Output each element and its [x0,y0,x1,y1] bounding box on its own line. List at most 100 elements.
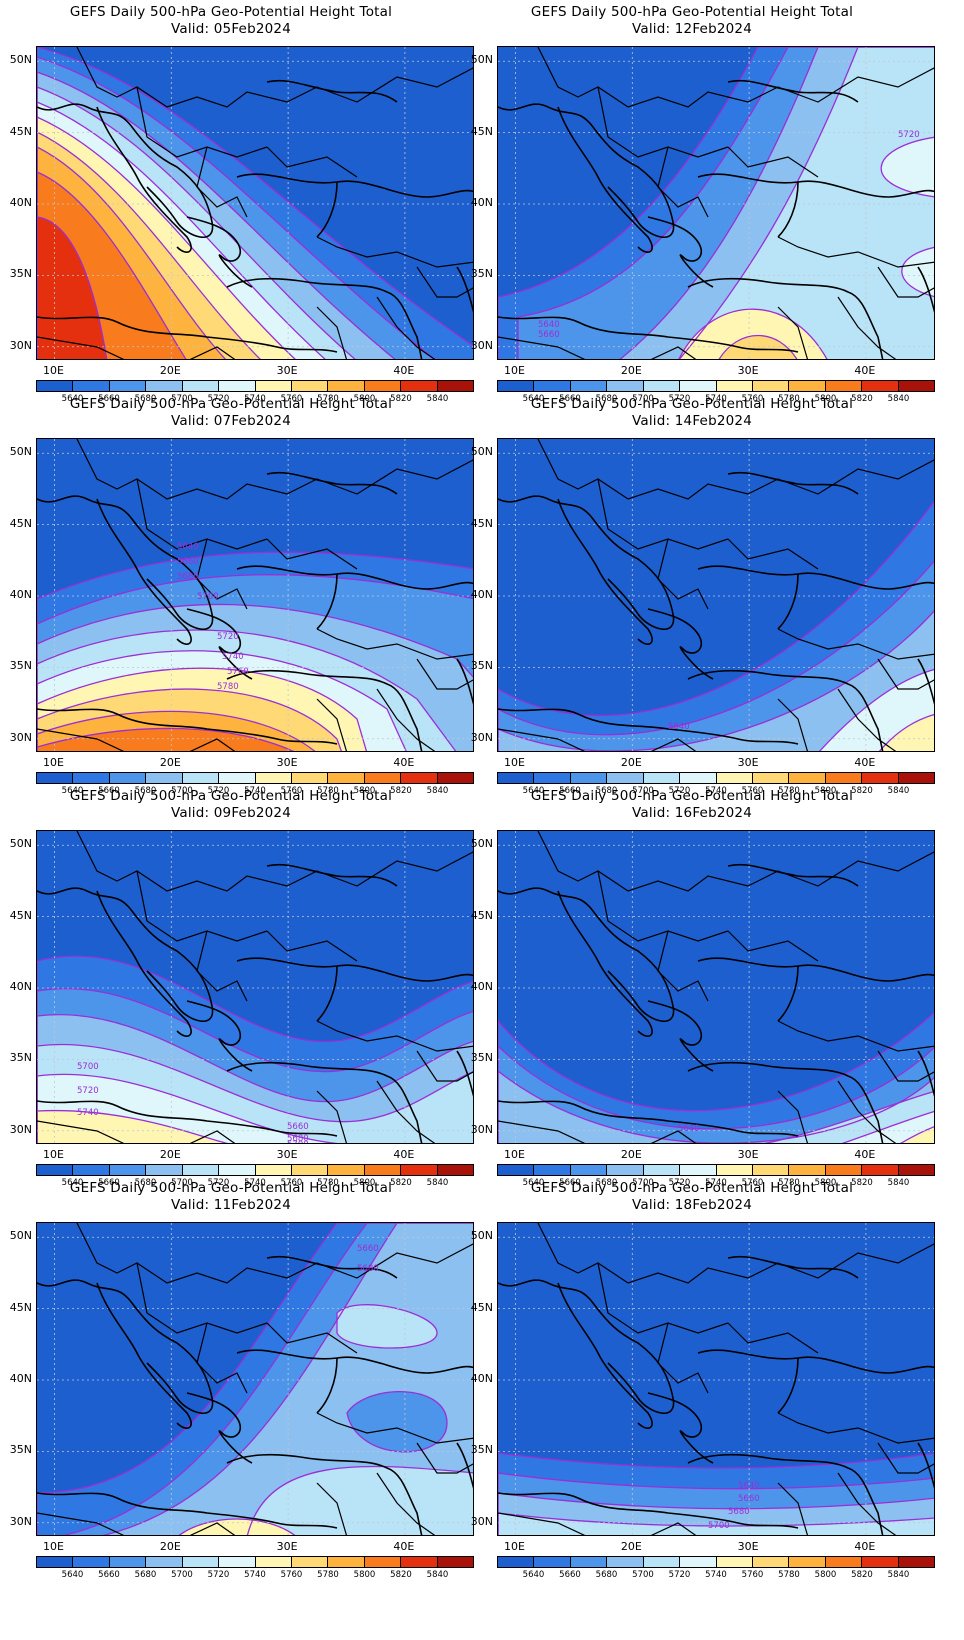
coastline [917,266,934,313]
country-border [376,296,436,359]
contour-line [246,1304,473,1535]
colorbar-swatch [291,381,329,391]
coastline [316,181,338,238]
country-border [877,658,934,690]
colorbar [497,1556,935,1568]
panel-valid-date: Valid: 14Feb2024 [631,413,752,429]
country-border [877,266,934,298]
lat-tick-label: 40N [9,980,32,993]
colorbar-label: 5680 [595,394,618,404]
colorbar-swatch [255,381,292,391]
colorbar-swatch [73,773,110,783]
colorbar-swatch [716,381,753,391]
colorbar-swatch [328,1165,365,1175]
coastline [226,1061,423,1143]
height-band [879,714,934,751]
colorbar-swatch [607,773,644,783]
contour-line [37,551,473,751]
lat-tick-label: 40N [470,588,493,601]
coastline [96,106,192,253]
colorbar-swatch [570,381,608,391]
colorbar-swatch [898,1165,935,1175]
country-border [196,146,248,218]
colorbar-label: 5640 [61,394,84,404]
country-border [777,698,809,751]
lat-tick-label: 30N [9,730,32,744]
contour-line [498,1045,934,1143]
coastline [557,498,653,645]
colorbar-swatch [534,773,571,783]
coastline [647,1392,714,1464]
country-border [37,728,125,751]
country-border [316,1482,348,1535]
colorbar-swatch [716,773,753,783]
country-border [189,1130,236,1143]
contour-line [818,668,934,751]
colorbar-swatch [109,1557,147,1567]
contour-line [37,1043,473,1143]
colorbar-label: 5780 [778,1178,800,1188]
colorbar-label: 5700 [632,1570,654,1580]
coastline [697,1349,934,1374]
lon-tick-label: 40E [393,364,415,377]
lon-tick-label: 40E [393,756,415,769]
lon-tick-label: 10E [43,364,64,377]
colorbar-swatch [862,773,899,783]
colorbar-label: 5720 [668,1178,691,1188]
lat-tick-label: 30N [470,338,493,352]
colorbar-swatch [437,773,474,783]
colorbar-label: 5700 [171,786,193,796]
height-field-svg: 5640 [498,439,934,751]
contour-label: 5660 [738,1494,760,1504]
colorbar-label: 5780 [778,394,800,404]
country-border [196,1322,248,1394]
country-border [597,1262,729,1334]
country-border [266,146,358,178]
lon-tick-label: 30E [737,1148,759,1161]
colorbar-swatch [291,1165,329,1175]
colorbar-swatch [73,381,110,391]
colorbar-swatch [534,1165,571,1175]
colorbar-label: 5780 [317,1570,339,1580]
coastline [186,1392,253,1464]
lon-tick-label: 10E [504,1540,525,1553]
height-field-svg: 5660 5680 [37,1223,473,1535]
contour-label: 5720 [217,632,239,642]
colorbar-swatch [643,1557,681,1567]
lat-tick-label: 50N [470,445,493,459]
height-field-svg: 5640 [498,831,934,1143]
colorbar-swatch [255,1165,292,1175]
contour-line [62,1223,473,1535]
country-border [650,738,697,751]
colorbar-swatch [752,381,790,391]
colorbar [36,772,474,784]
colorbar-swatch [37,1165,74,1175]
coastline [647,608,714,680]
panel-title-text: GEFS Daily 500-hPa Geo-Potential Height … [530,1180,854,1196]
lon-tick-label: 30E [737,756,759,769]
coastline [316,1357,338,1414]
lat-tick-label: 40N [9,588,32,601]
colorbar-label: 5700 [632,394,654,404]
colorbar-label: 5740 [705,1178,727,1188]
height-band [679,47,934,359]
contour-line [678,308,828,359]
lat-tick-label: 30N [9,1122,32,1136]
lon-tick-label: 20E [159,364,181,377]
lon-tick-label: 40E [854,1540,876,1553]
colorbar-swatch [182,1165,220,1175]
contour-line [764,1090,934,1143]
contour-line [37,710,316,751]
contour-line [37,988,473,1143]
colorbar-swatch [825,381,863,391]
colorbar-label: 5740 [705,786,727,796]
country-border [777,1020,934,1052]
colorbar-swatch [364,773,402,783]
colorbar-swatch [328,773,365,783]
contour-line [498,1452,934,1535]
panel-title-text: GEFS Daily 500-hPa Geo-Potential Height … [69,396,393,412]
colorbar-swatch [437,1557,474,1567]
lon-tick-label: 30E [737,1540,759,1553]
colorbar-swatch [498,1165,535,1175]
